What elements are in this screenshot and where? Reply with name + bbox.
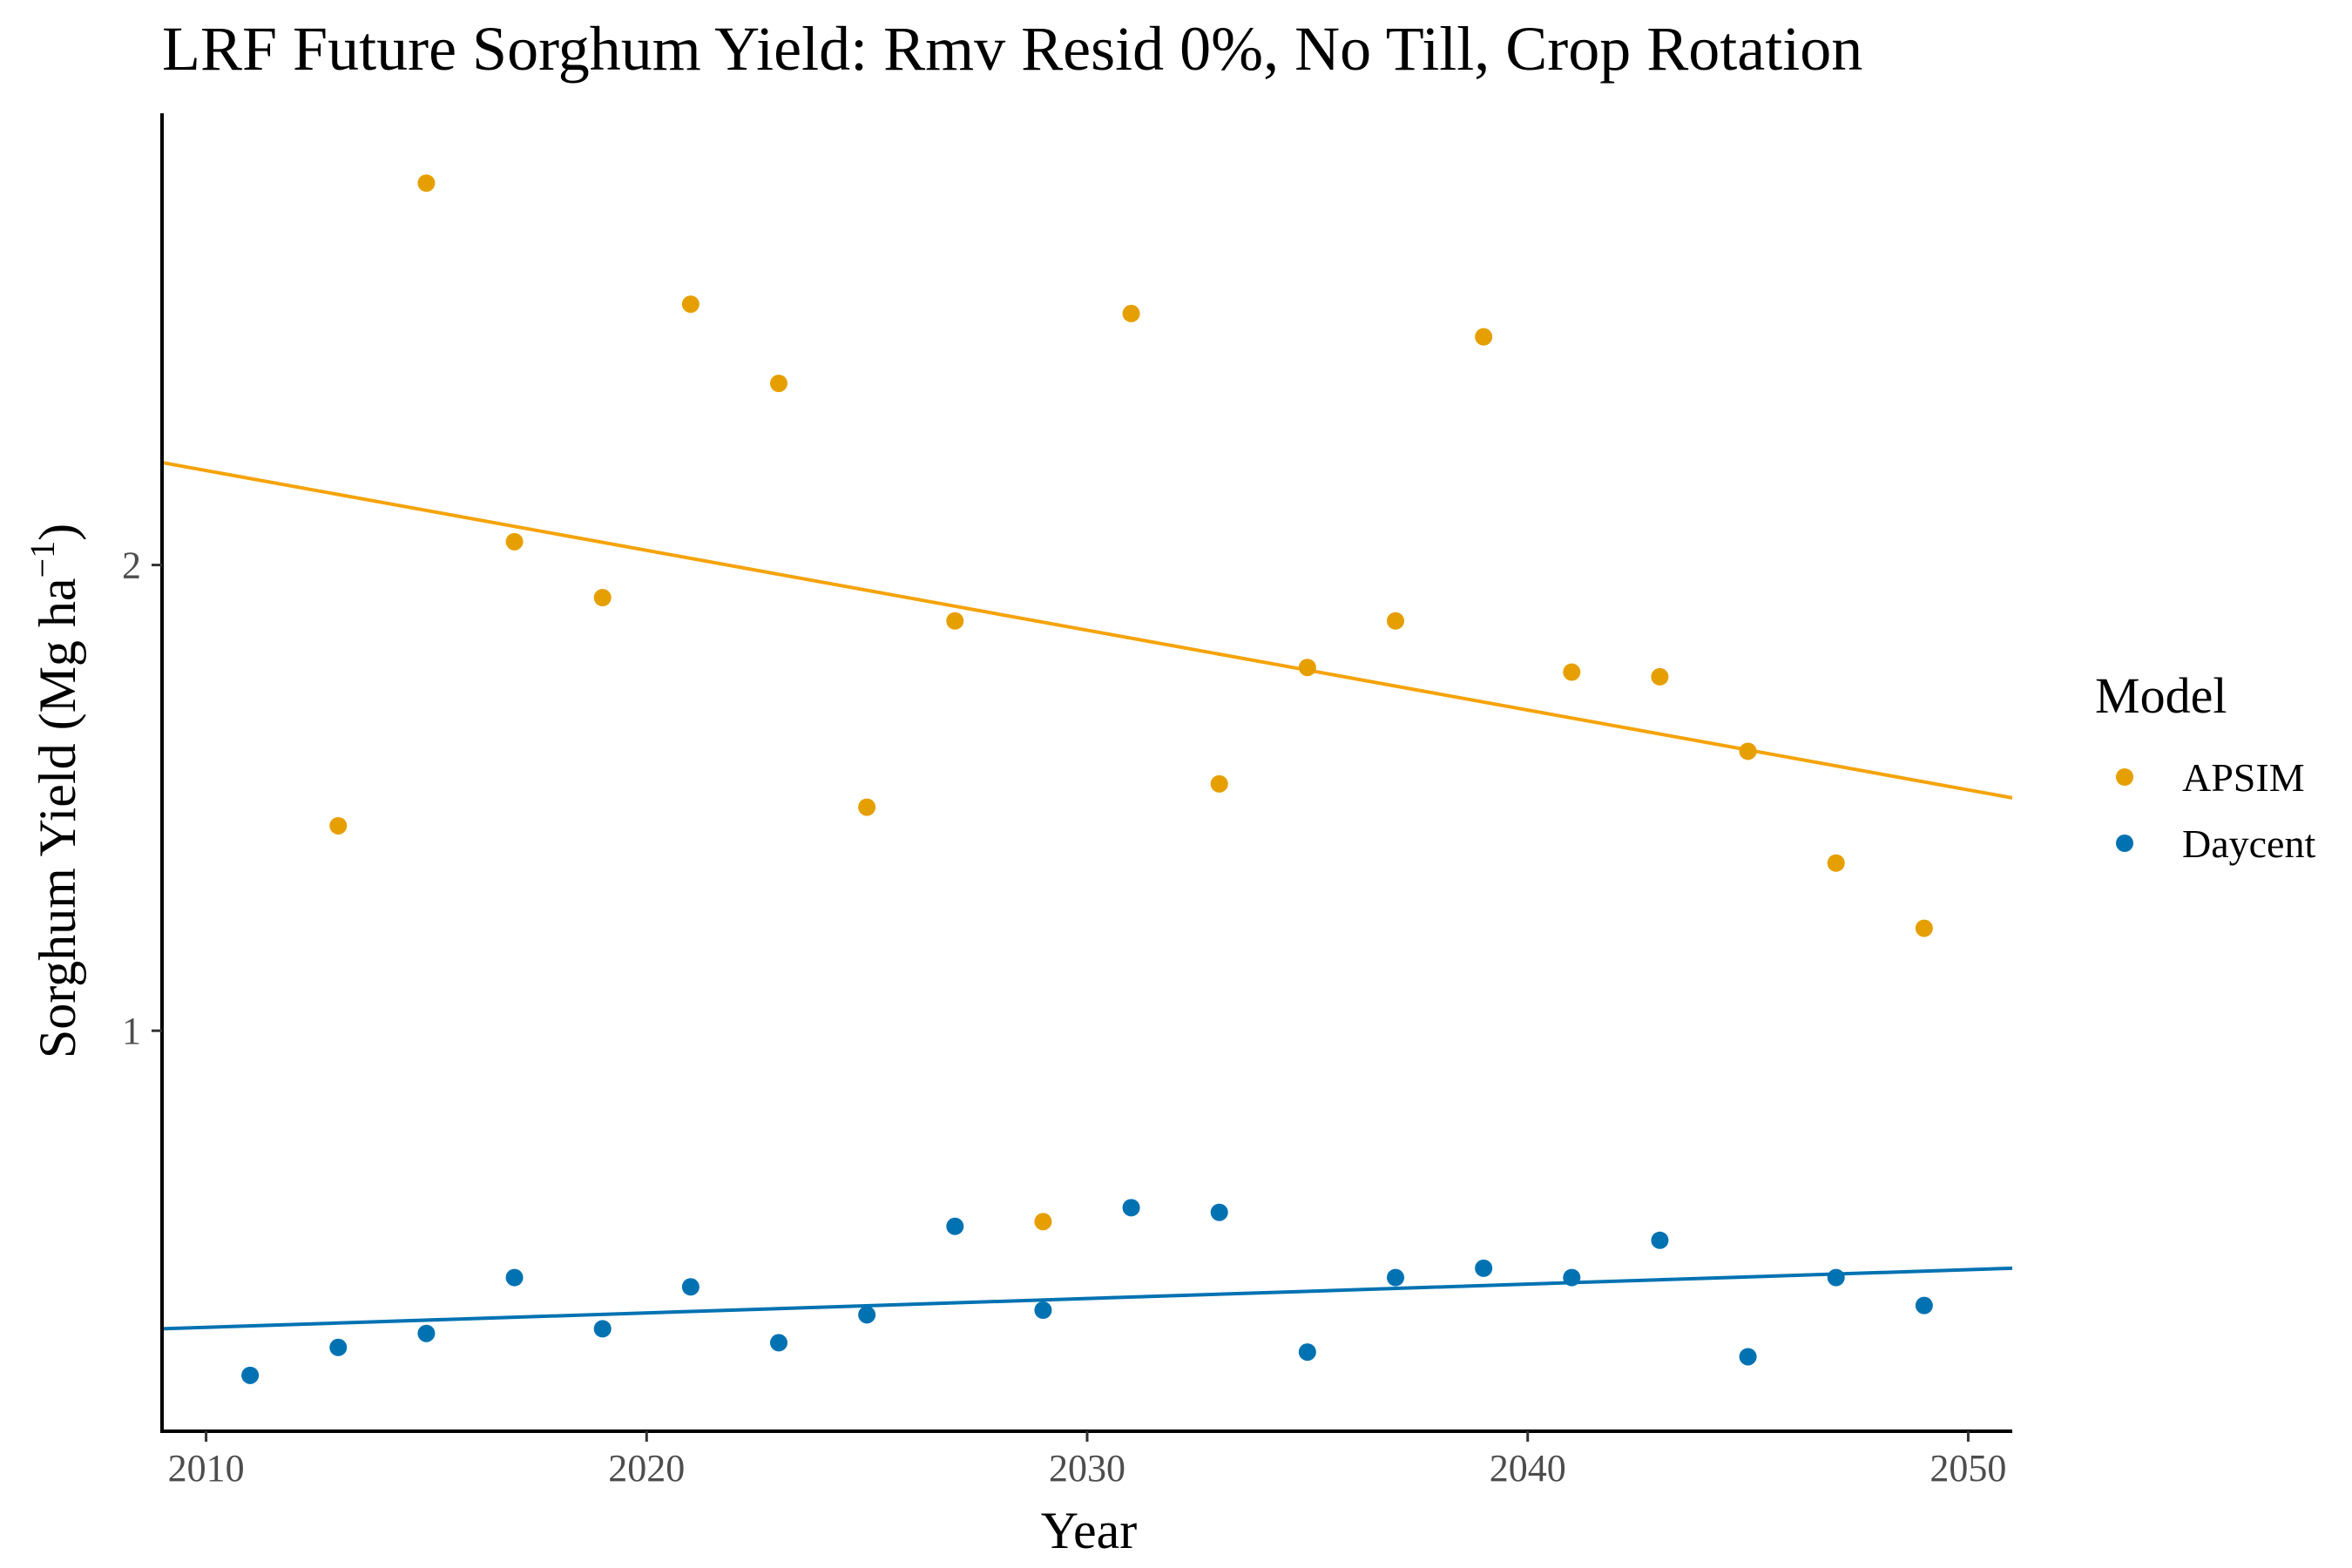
apsim-point-2029: [1034, 1213, 1052, 1231]
apsim-point-2045: [1739, 742, 1757, 760]
daycent-point-2025: [858, 1306, 876, 1324]
daycent-point-2013: [329, 1338, 348, 1356]
y-axis-title-superscript: −1: [23, 541, 62, 578]
x-tick-label-2050: 2050: [1930, 1447, 2006, 1490]
apsim-point-2037: [1387, 612, 1404, 630]
apsim-trend-line: [162, 461, 2012, 800]
apsim-point-2041: [1563, 663, 1581, 681]
legend-label-apsim: APSIM: [2182, 755, 2305, 800]
apsim-point-2039: [1475, 328, 1493, 346]
daycent-point-2037: [1387, 1268, 1404, 1287]
series-apsim: [162, 174, 2012, 1231]
x-tick-label-2040: 2040: [1490, 1447, 1566, 1490]
daycent-point-2049: [1915, 1296, 1933, 1315]
daycent-point-2021: [681, 1278, 700, 1296]
x-tick-label-2020: 2020: [608, 1447, 685, 1490]
daycent-trend-line: [162, 1266, 2012, 1331]
daycent-point-2015: [417, 1324, 436, 1342]
apsim-point-2027: [946, 612, 964, 630]
daycent-point-2041: [1563, 1268, 1581, 1287]
x-tick-label-2010: 2010: [168, 1447, 245, 1490]
daycent-point-2045: [1739, 1348, 1757, 1366]
daycent-point-2039: [1475, 1259, 1493, 1277]
y-tick-label-1: 1: [122, 1010, 141, 1052]
apsim-point-2023: [770, 375, 787, 393]
y-tick-label-2: 2: [122, 544, 141, 587]
legend: Model APSIM Daycent: [2095, 667, 2315, 866]
daycent-point-2027: [946, 1217, 964, 1235]
apsim-point-2015: [417, 174, 436, 193]
apsim-point-2043: [1651, 667, 1669, 686]
y-axis-title-main: Sorghum Yield (Mg ha: [29, 578, 86, 1058]
daycent-point-2043: [1651, 1231, 1669, 1249]
apsim-point-2033: [1210, 774, 1228, 793]
daycent-point-2019: [593, 1320, 612, 1338]
legend-key-daycent: [2116, 835, 2133, 852]
daycent-point-2017: [505, 1268, 524, 1287]
apsim-point-2019: [593, 589, 612, 607]
legend-label-daycent: Daycent: [2182, 821, 2315, 866]
apsim-point-2017: [505, 532, 524, 551]
apsim-point-2013: [329, 816, 348, 835]
legend-key-apsim: [2116, 768, 2133, 786]
daycent-point-2033: [1210, 1203, 1228, 1221]
series-daycent: [162, 1199, 2012, 1384]
x-axis-ticks: 2010 2020 2030 2040 2050: [168, 1431, 2006, 1490]
y-axis-title: Sorghum Yield (Mg ha−1): [23, 524, 86, 1058]
legend-title: Model: [2095, 667, 2227, 724]
daycent-point-2011: [241, 1366, 260, 1384]
apsim-point-2049: [1915, 919, 1933, 937]
y-axis-ticks: 12: [122, 544, 162, 1052]
chart-title: LRF Future Sorghum Yield: Rmv Resid 0%, …: [162, 14, 1862, 84]
x-tick-label-2030: 2030: [1049, 1447, 1125, 1490]
apsim-point-2035: [1298, 659, 1316, 677]
daycent-point-2035: [1298, 1343, 1316, 1362]
x-axis-title: Year: [1041, 1502, 1138, 1559]
apsim-point-2025: [858, 798, 876, 816]
daycent-point-2029: [1034, 1301, 1052, 1319]
daycent-point-2047: [1827, 1268, 1845, 1287]
apsim-point-2047: [1827, 854, 1845, 872]
daycent-point-2023: [770, 1334, 787, 1352]
apsim-point-2021: [681, 295, 700, 314]
legend-items: APSIM Daycent: [2116, 755, 2315, 866]
y-axis-title-close: ): [29, 524, 86, 541]
apsim-point-2031: [1122, 304, 1140, 322]
plot-area: [162, 174, 2012, 1384]
daycent-point-2031: [1122, 1199, 1140, 1217]
